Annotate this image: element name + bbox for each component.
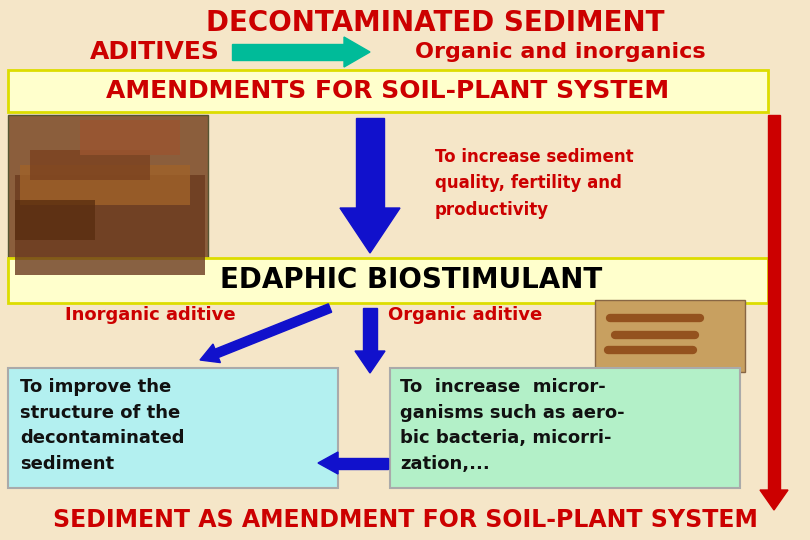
Polygon shape bbox=[215, 304, 331, 357]
FancyBboxPatch shape bbox=[8, 258, 768, 303]
FancyBboxPatch shape bbox=[595, 300, 745, 372]
Text: Organic and inorganics: Organic and inorganics bbox=[415, 42, 706, 62]
FancyBboxPatch shape bbox=[8, 115, 208, 280]
FancyBboxPatch shape bbox=[390, 368, 740, 488]
Text: ADITIVES: ADITIVES bbox=[90, 40, 220, 64]
FancyBboxPatch shape bbox=[20, 165, 190, 205]
Text: Inorganic aditive: Inorganic aditive bbox=[65, 306, 236, 324]
Polygon shape bbox=[200, 344, 220, 362]
FancyBboxPatch shape bbox=[363, 308, 377, 351]
Text: AMENDMENTS FOR SOIL-PLANT SYSTEM: AMENDMENTS FOR SOIL-PLANT SYSTEM bbox=[106, 79, 670, 103]
Text: EDAPHIC BIOSTIMULANT: EDAPHIC BIOSTIMULANT bbox=[220, 267, 603, 294]
Polygon shape bbox=[344, 37, 370, 67]
FancyBboxPatch shape bbox=[8, 70, 768, 112]
Polygon shape bbox=[340, 208, 400, 253]
Text: DECONTAMINATED SEDIMENT: DECONTAMINATED SEDIMENT bbox=[206, 9, 664, 37]
FancyBboxPatch shape bbox=[768, 115, 780, 490]
Polygon shape bbox=[355, 351, 385, 373]
FancyBboxPatch shape bbox=[232, 44, 344, 60]
FancyBboxPatch shape bbox=[15, 200, 95, 240]
FancyBboxPatch shape bbox=[338, 457, 388, 469]
FancyBboxPatch shape bbox=[15, 175, 205, 275]
Text: To improve the
structure of the
decontaminated
sediment: To improve the structure of the decontam… bbox=[20, 378, 185, 473]
Text: Organic aditive: Organic aditive bbox=[388, 306, 542, 324]
Text: SEDIMENT AS AMENDMENT FOR SOIL-PLANT SYSTEM: SEDIMENT AS AMENDMENT FOR SOIL-PLANT SYS… bbox=[53, 508, 757, 532]
Text: To  increase  micror-
ganisms such as aero-
bic bacteria, micorri-
zation,...: To increase micror- ganisms such as aero… bbox=[400, 378, 625, 473]
FancyBboxPatch shape bbox=[30, 150, 150, 180]
FancyBboxPatch shape bbox=[356, 118, 384, 208]
Text: To increase sediment
quality, fertility and
productivity: To increase sediment quality, fertility … bbox=[435, 148, 633, 219]
FancyBboxPatch shape bbox=[80, 120, 180, 155]
Polygon shape bbox=[760, 490, 788, 510]
FancyBboxPatch shape bbox=[8, 368, 338, 488]
Polygon shape bbox=[318, 452, 338, 474]
